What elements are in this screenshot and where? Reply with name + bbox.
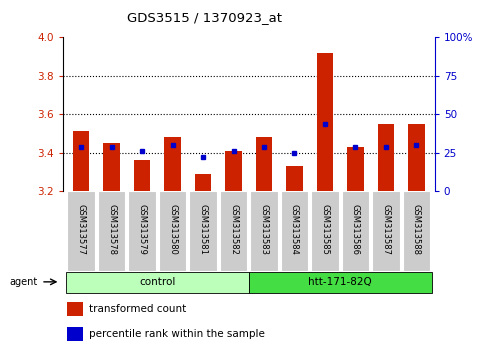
Bar: [67, 302, 83, 316]
Bar: [347, 147, 364, 191]
Bar: [311, 191, 339, 271]
Text: percentile rank within the sample: percentile rank within the sample: [89, 329, 265, 339]
Text: GSM313577: GSM313577: [77, 204, 85, 255]
Text: control: control: [139, 277, 175, 287]
Bar: [67, 191, 95, 271]
Text: GSM313584: GSM313584: [290, 204, 299, 255]
Bar: [316, 53, 333, 191]
Bar: [128, 191, 156, 271]
Bar: [249, 272, 432, 293]
Bar: [225, 151, 242, 191]
Text: GSM313580: GSM313580: [168, 204, 177, 255]
Bar: [220, 191, 247, 271]
Text: GSM313581: GSM313581: [199, 204, 208, 255]
Text: GDS3515 / 1370923_at: GDS3515 / 1370923_at: [127, 11, 282, 24]
Bar: [134, 160, 150, 191]
Bar: [189, 191, 217, 271]
Bar: [164, 137, 181, 191]
Bar: [98, 191, 125, 271]
Text: htt-171-82Q: htt-171-82Q: [308, 277, 372, 287]
Bar: [67, 327, 83, 341]
Bar: [195, 174, 212, 191]
Bar: [403, 191, 430, 271]
Bar: [66, 272, 249, 293]
Bar: [103, 143, 120, 191]
Text: GSM313582: GSM313582: [229, 204, 238, 255]
Bar: [73, 131, 89, 191]
Bar: [250, 191, 278, 271]
Text: GSM313579: GSM313579: [138, 204, 146, 255]
Text: GSM313585: GSM313585: [320, 204, 329, 255]
Text: GSM313587: GSM313587: [382, 204, 390, 255]
Text: GSM313586: GSM313586: [351, 204, 360, 255]
Text: agent: agent: [10, 277, 38, 287]
Bar: [378, 124, 394, 191]
Bar: [281, 191, 308, 271]
Bar: [256, 137, 272, 191]
Text: GSM313583: GSM313583: [259, 204, 269, 255]
Text: GSM313588: GSM313588: [412, 204, 421, 255]
Bar: [286, 166, 303, 191]
Bar: [159, 191, 186, 271]
Text: transformed count: transformed count: [89, 304, 186, 314]
Bar: [372, 191, 399, 271]
Bar: [342, 191, 369, 271]
Bar: [408, 124, 425, 191]
Text: GSM313578: GSM313578: [107, 204, 116, 255]
